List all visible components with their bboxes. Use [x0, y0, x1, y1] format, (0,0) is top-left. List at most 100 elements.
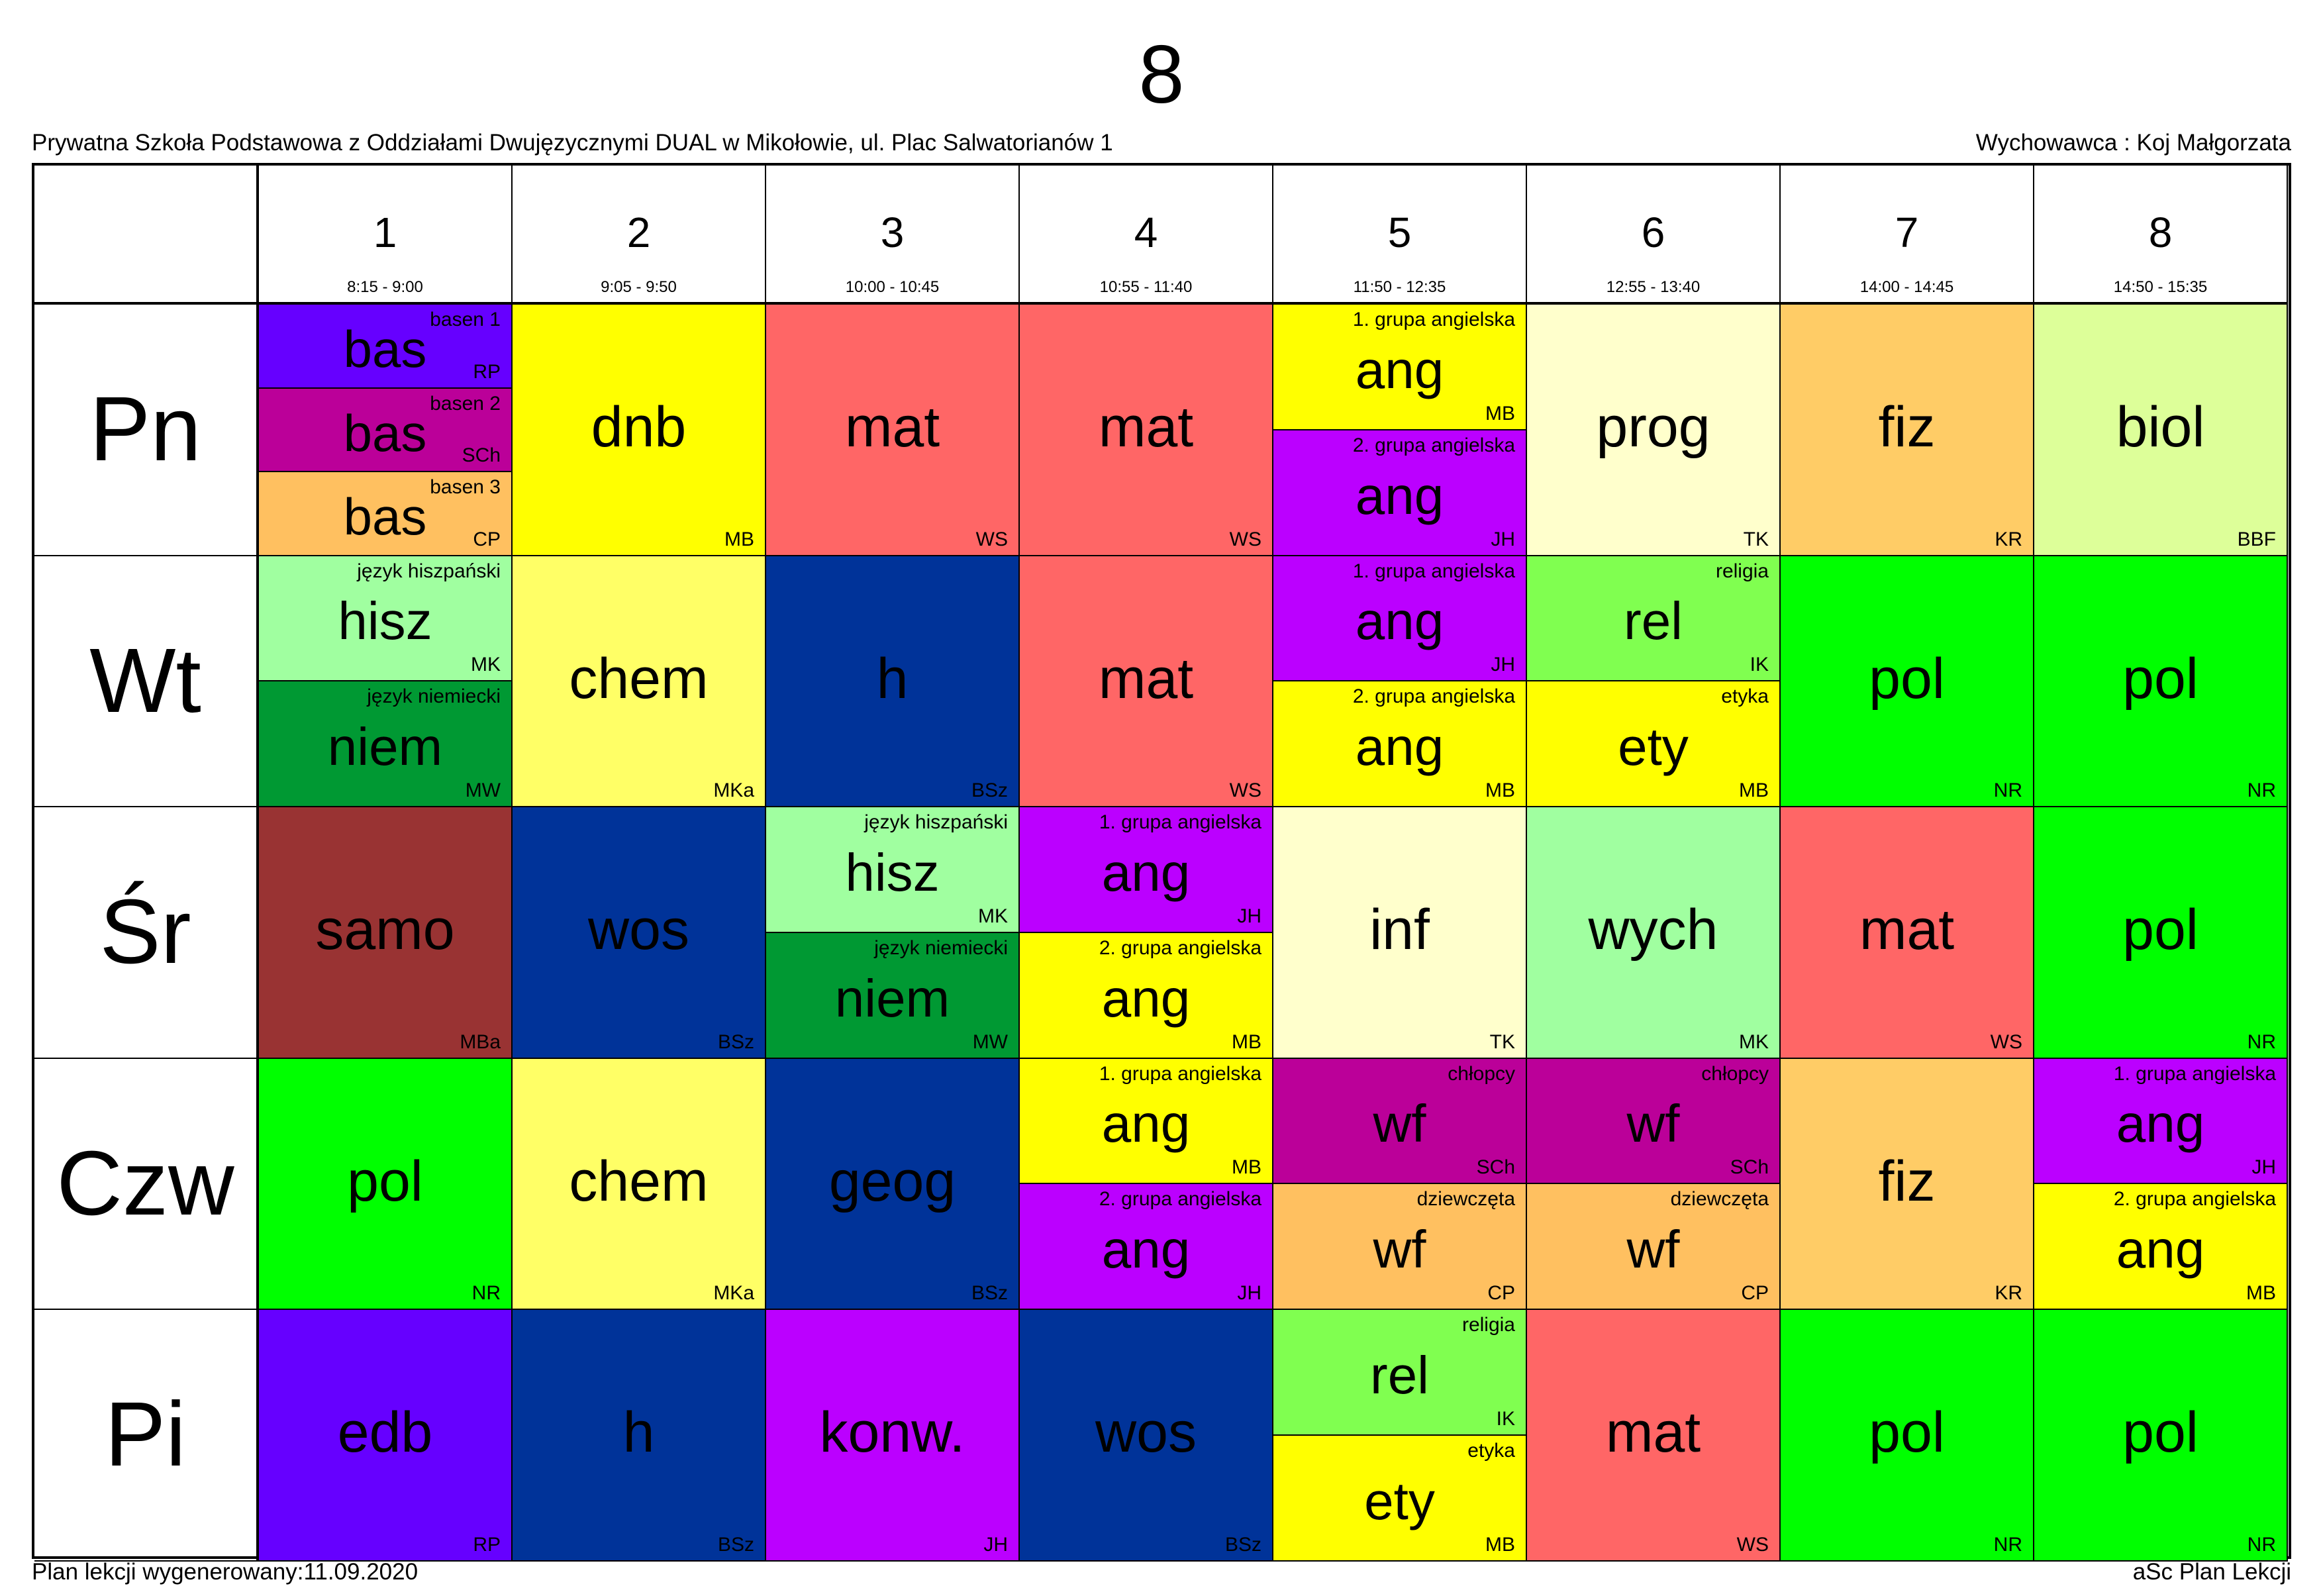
- period-number: 2: [626, 209, 651, 256]
- teacher-code: MW: [972, 1030, 1008, 1053]
- subject-name: bas: [343, 487, 427, 546]
- subject-name: hisz: [338, 591, 432, 651]
- subject-name: ang: [1101, 842, 1191, 902]
- subject-name: ety: [1364, 1471, 1435, 1530]
- subject-name: wos: [1095, 1401, 1197, 1465]
- subject-name: mat: [1859, 898, 1955, 962]
- period-time: 8:15 - 9:00: [347, 278, 423, 296]
- subject-name: fiz: [1878, 1149, 1936, 1213]
- group-label: 1. grupa angielska: [2113, 1062, 2276, 1085]
- period-number: 5: [1387, 209, 1412, 256]
- subject-name: fiz: [1878, 395, 1936, 460]
- teacher-code: MK: [978, 905, 1008, 927]
- lesson-cell: ang 2. grupa angielska JH: [1273, 430, 1527, 556]
- subject-name: bas: [343, 320, 427, 379]
- teacher-code: NR: [471, 1282, 501, 1304]
- subject-name: pol: [2122, 646, 2199, 711]
- teacher-code: TK: [1489, 1030, 1515, 1053]
- lesson-cell: fiz KR: [1781, 1058, 2034, 1310]
- subject-name: chem: [569, 646, 709, 711]
- subject-name: inf: [1369, 898, 1430, 962]
- teacher-code: SCh: [1730, 1156, 1769, 1179]
- subject-name: wych: [1588, 898, 1718, 962]
- subject-name: h: [876, 646, 909, 711]
- teacher-code: MW: [465, 779, 501, 801]
- lesson-cell: pol NR: [2034, 807, 2288, 1059]
- group-label: język hiszpański: [357, 560, 501, 582]
- subject-name: biol: [2116, 395, 2205, 460]
- lesson-cell: pol NR: [259, 1058, 513, 1310]
- group-label: 2. grupa angielska: [1099, 1188, 1261, 1211]
- lesson-cell: ang 2. grupa angielska MB: [1020, 932, 1273, 1059]
- group-label: 2. grupa angielska: [1099, 936, 1261, 959]
- subject-name: wf: [1373, 1220, 1426, 1279]
- lesson-cell: mat WS: [1020, 305, 1273, 556]
- group-label: język niemiecki: [874, 936, 1008, 959]
- app-credit: aSc Plan Lekcji: [2132, 1559, 2291, 1585]
- period-header-3: 3 10:00 - 10:45: [766, 166, 1020, 305]
- subject-name: ang: [2116, 1094, 2205, 1154]
- subject-name: chem: [569, 1149, 709, 1213]
- subject-name: edb: [337, 1401, 433, 1465]
- period-time: 12:55 - 13:40: [1606, 278, 1701, 296]
- teacher-code: MB: [1485, 779, 1515, 801]
- timetable-grid: 1 8:15 - 9:00 2 9:05 - 9:50 3 10:00 - 10:45 4 1…: [32, 163, 2291, 1562]
- day-label-pn: Pn: [34, 305, 259, 556]
- teacher-code: BSz: [717, 1533, 754, 1556]
- period-header-7: 7 14:00 - 14:45: [1781, 166, 2034, 305]
- subject-name: hisz: [845, 842, 940, 902]
- teacher-code: BBF: [2237, 528, 2276, 550]
- teacher-code: JH: [1237, 905, 1261, 927]
- class-title: 8: [1138, 29, 1185, 121]
- lesson-cell: niem język niemiecki MW: [259, 681, 513, 807]
- period-number: 7: [1895, 209, 1919, 256]
- teacher-code: WS: [1990, 1030, 2022, 1053]
- teacher-code: JH: [2251, 1156, 2276, 1179]
- lesson-cell: rel religia IK: [1273, 1310, 1527, 1436]
- subject-name: niem: [327, 717, 443, 777]
- lesson-cell: ety etyka MB: [1527, 681, 1781, 807]
- lesson-cell: mat WS: [766, 305, 1020, 556]
- group-label: język niemiecki: [367, 685, 501, 708]
- lesson-cell: niem język niemiecki MW: [766, 932, 1020, 1059]
- generated-date: Plan lekcji wygenerowany:11.09.2020: [32, 1559, 419, 1585]
- lesson-cell: ang 2. grupa angielska MB: [1273, 681, 1527, 807]
- lesson-cell: pol NR: [2034, 556, 2288, 807]
- group-label: 2. grupa angielska: [2113, 1188, 2276, 1211]
- lesson-cell: ang 1. grupa angielska MB: [1020, 1058, 1273, 1185]
- period-header-2: 2 9:05 - 9:50: [513, 166, 766, 305]
- subject-name: pol: [2122, 1401, 2199, 1465]
- subject-name: mat: [844, 395, 940, 460]
- lesson-cell: ety etyka MB: [1273, 1435, 1527, 1562]
- period-header-5: 5 11:50 - 12:35: [1273, 166, 1527, 305]
- lesson-cell: wf dziewczęta CP: [1273, 1184, 1527, 1310]
- period-number: 4: [1134, 209, 1158, 256]
- lesson-cell: wos BSz: [513, 807, 766, 1059]
- teacher-code: WS: [1229, 528, 1261, 550]
- teacher-code: WS: [1736, 1533, 1769, 1556]
- period-time: 9:05 - 9:50: [601, 278, 677, 296]
- teacher-code: NR: [2247, 1030, 2276, 1053]
- lesson-cell: ang 1. grupa angielska JH: [1273, 556, 1527, 682]
- teacher-code: IK: [1750, 654, 1769, 676]
- subject-name: pol: [2122, 898, 2199, 962]
- subject-name: bas: [343, 403, 427, 462]
- teacher-code: JH: [1491, 528, 1515, 550]
- teacher-code: MK: [1739, 1030, 1769, 1053]
- subject-name: wf: [1373, 1094, 1426, 1154]
- class-teacher: Wychowawca : Koj Małgorzata: [1975, 130, 2291, 156]
- teacher-code: NR: [2247, 779, 2276, 801]
- subject-name: pol: [1869, 646, 1945, 711]
- lesson-cell: mat WS: [1020, 556, 1273, 807]
- teacher-code: TK: [1743, 528, 1769, 550]
- lesson-cell: rel religia IK: [1527, 556, 1781, 682]
- group-label: chłopcy: [1448, 1062, 1515, 1085]
- group-label: 1. grupa angielska: [1352, 560, 1515, 582]
- group-label: religia: [1461, 1314, 1515, 1336]
- teacher-code: MB: [1232, 1156, 1261, 1179]
- lesson-cell: hisz język hiszpański MK: [259, 556, 513, 682]
- subject-name: konw.: [819, 1401, 965, 1465]
- lesson-cell: h BSz: [766, 556, 1020, 807]
- teacher-code: RP: [473, 1533, 501, 1556]
- teacher-code: MB: [1485, 1533, 1515, 1556]
